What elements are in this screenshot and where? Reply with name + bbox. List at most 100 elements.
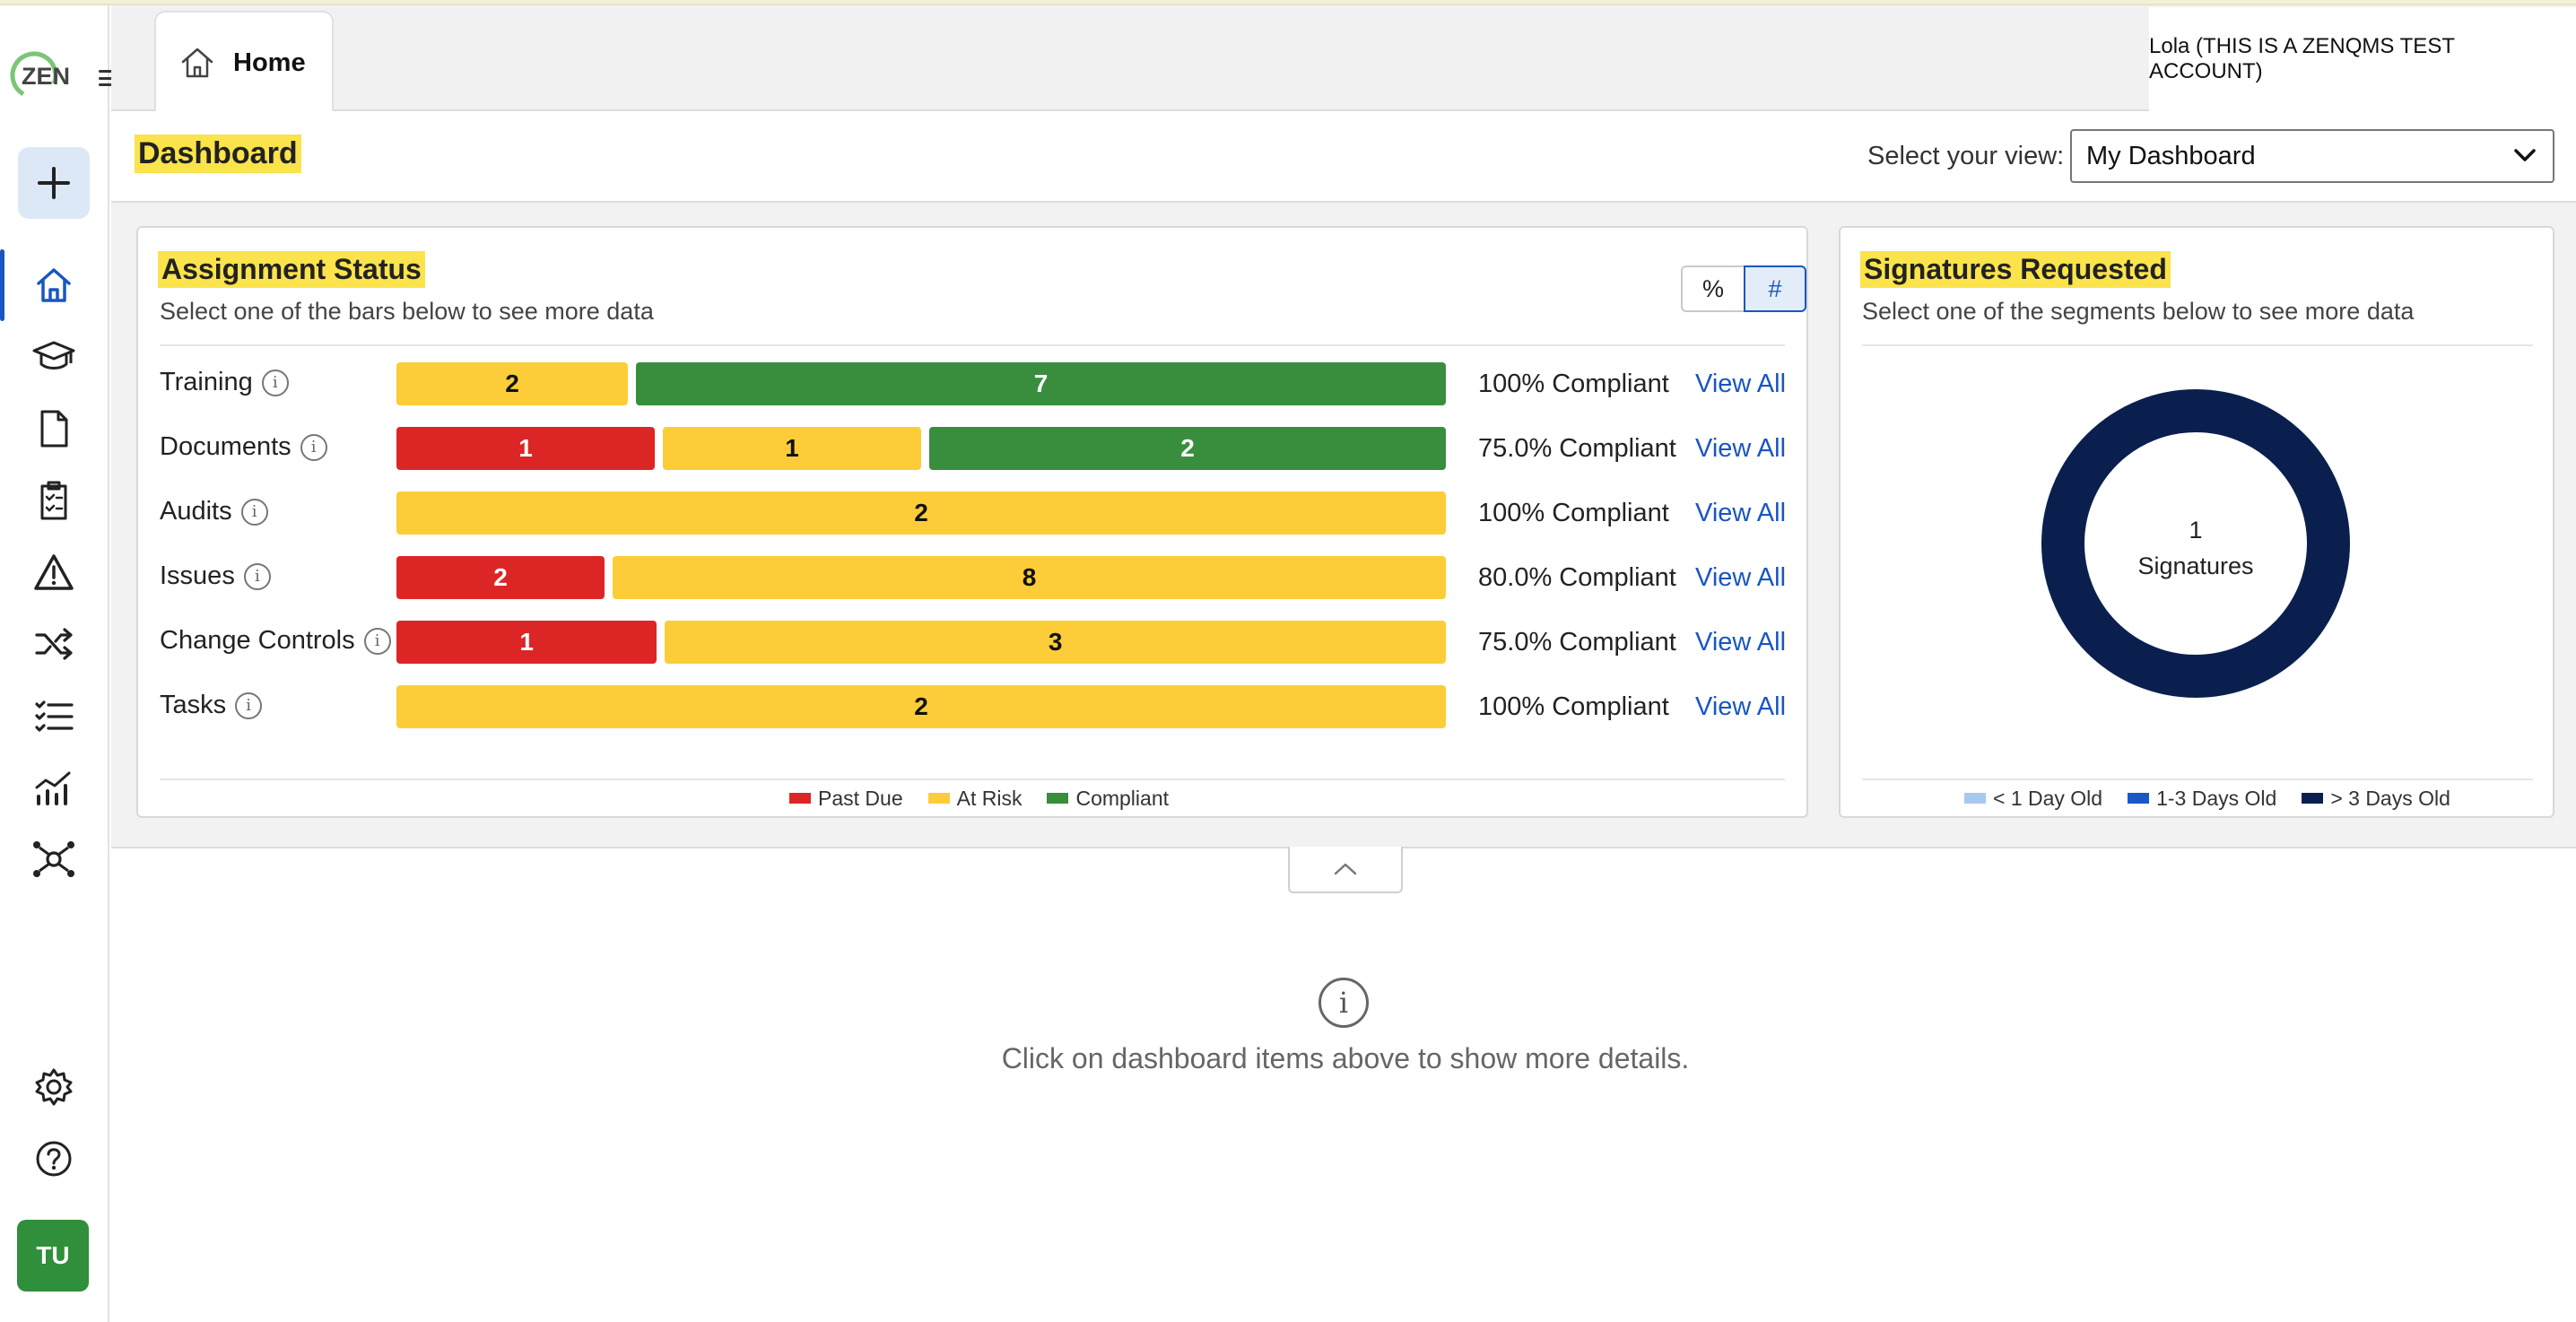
view-select-label: Select your view: (1867, 142, 2065, 170)
legend-swatch-gt3-days (2302, 793, 2324, 804)
bar-segment-at-risk[interactable]: 2 (396, 362, 628, 405)
sidebar-item-reports[interactable] (18, 755, 90, 820)
view-all-link[interactable]: View All (1695, 563, 1787, 592)
view-all-link[interactable]: View All (1695, 692, 1787, 721)
sidebar-item-documents[interactable] (18, 396, 90, 461)
assignment-legend: Past Due At Risk Compliant (789, 775, 1169, 822)
legend-swatch-at-risk (927, 793, 950, 804)
bar-segment-at-risk[interactable]: 1 (663, 427, 921, 470)
info-icon[interactable]: i (300, 433, 327, 461)
info-icon[interactable]: i (240, 498, 268, 526)
row-label: Training i (160, 368, 289, 397)
checklist-icon (35, 700, 74, 732)
bar-segment-compliant[interactable]: 7 (636, 362, 1446, 405)
legend-label-lt1-day: < 1 Day Old (1993, 786, 2103, 810)
clipboard-checklist-icon (40, 481, 67, 520)
compliance-percentage: 100% Compliant (1478, 370, 1669, 398)
network-icon (33, 841, 74, 877)
bar-segment-at-risk[interactable]: 2 (396, 685, 1446, 728)
bar-segment-at-risk[interactable]: 8 (613, 556, 1446, 599)
home-icon (181, 48, 213, 78)
svg-text:ZEN: ZEN (22, 63, 70, 90)
row-label-text: Documents (160, 432, 292, 461)
assignment-row-audits: Audits i 2 100% Compliant View All (160, 491, 1792, 536)
assignment-status-card: Assignment Status Select one of the bars… (136, 226, 1808, 818)
user-avatar[interactable]: TU (17, 1220, 89, 1292)
card-divider (1862, 344, 2533, 346)
info-icon[interactable]: i (363, 627, 391, 655)
stacked-bar: 2 (396, 491, 1446, 535)
home-icon (37, 268, 71, 302)
info-icon: i (1318, 978, 1369, 1028)
sidebar-item-tasks[interactable] (18, 683, 90, 748)
info-icon[interactable]: i (243, 562, 271, 590)
row-label: Documents i (160, 432, 327, 462)
signatures-subtitle: Select one of the segments below to see … (1862, 298, 2415, 325)
assignment-row-training: Training i 2 7 100% Compliant View All (160, 362, 1792, 407)
row-label: Audits i (160, 497, 268, 526)
card-divider (1862, 778, 2533, 780)
tab-home-label: Home (233, 48, 306, 77)
info-icon[interactable]: i (235, 691, 263, 719)
assignment-row-issues: Issues i 2 8 80.0% Compliant View All (160, 556, 1792, 601)
bar-segment-at-risk[interactable]: 2 (396, 491, 1446, 535)
sidebar-item-help[interactable] (18, 1126, 90, 1191)
bar-segment-past-due[interactable]: 1 (396, 621, 657, 664)
warning-icon (34, 554, 74, 590)
sidebar-item-issues[interactable] (18, 540, 90, 604)
dashboard-panels: Assignment Status Select one of the bars… (111, 203, 2576, 848)
legend-label-past-due: Past Due (818, 786, 903, 810)
dashboard-header: Dashboard Select your view: My Dashboard (111, 111, 2576, 203)
shuffle-icon (35, 628, 73, 660)
info-icon[interactable]: i (261, 369, 289, 396)
sidebar-item-training[interactable] (18, 325, 90, 389)
sidebar: ZEN (0, 5, 118, 1322)
sidebar-item-settings[interactable] (18, 1055, 90, 1119)
tab-home[interactable]: Home (154, 11, 334, 113)
zen-logo: ZEN (10, 51, 70, 100)
sidebar-item-audits[interactable] (18, 468, 90, 533)
card-divider (160, 344, 1785, 346)
view-all-link[interactable]: View All (1695, 434, 1787, 463)
sidebar-item-network[interactable] (18, 827, 90, 891)
settings-icon (35, 1068, 73, 1106)
view-all-link[interactable]: View All (1695, 370, 1787, 398)
legend-label-at-risk: At Risk (956, 786, 1023, 810)
view-all-link[interactable]: View All (1695, 628, 1787, 657)
row-label-text: Tasks (160, 691, 227, 719)
view-select-value: My Dashboard (2086, 141, 2256, 170)
toggle-count-button[interactable]: # (1744, 265, 1806, 312)
user-account-menu[interactable]: Lola (THIS IS A ZENQMS TEST ACCOUNT) (2149, 7, 2576, 111)
compliance-percentage: 75.0% Compliant (1478, 434, 1676, 463)
bar-segment-compliant[interactable]: 2 (929, 427, 1446, 470)
menu-toggle-button[interactable] (93, 65, 124, 91)
sidebar-item-home[interactable] (18, 253, 90, 317)
bar-segment-past-due[interactable]: 2 (396, 556, 605, 599)
row-label: Issues i (160, 561, 271, 591)
toggle-percent-button[interactable]: % (1681, 265, 1744, 312)
legend-swatch-past-due (789, 793, 811, 804)
row-label: Change Controls i (160, 626, 391, 656)
bar-segment-past-due[interactable]: 1 (396, 427, 655, 470)
row-label-text: Training (160, 368, 253, 396)
document-icon (40, 410, 68, 448)
bar-segment-at-risk[interactable]: 3 (665, 621, 1446, 664)
plus-icon (38, 167, 70, 199)
signatures-donut-chart: 1 Signatures (2041, 389, 2350, 698)
stacked-bar: 2 (396, 685, 1446, 728)
chevron-up-icon (1334, 863, 1357, 875)
view-all-link[interactable]: View All (1695, 499, 1787, 527)
sidebar-item-change-controls[interactable] (18, 612, 90, 676)
compliance-percentage: 75.0% Compliant (1478, 628, 1676, 657)
row-label-text: Audits (160, 497, 232, 526)
create-new-button[interactable] (18, 147, 90, 219)
donut-segment-gt3-days[interactable] (2041, 389, 2350, 698)
signatures-title: Signatures Requested (1860, 251, 2171, 288)
collapse-panel-button[interactable] (1288, 847, 1403, 893)
view-select-dropdown[interactable]: My Dashboard (2070, 129, 2554, 183)
top-border (0, 0, 2576, 5)
assignment-row-documents: Documents i 1 1 2 75.0% Compliant View All (160, 427, 1792, 472)
